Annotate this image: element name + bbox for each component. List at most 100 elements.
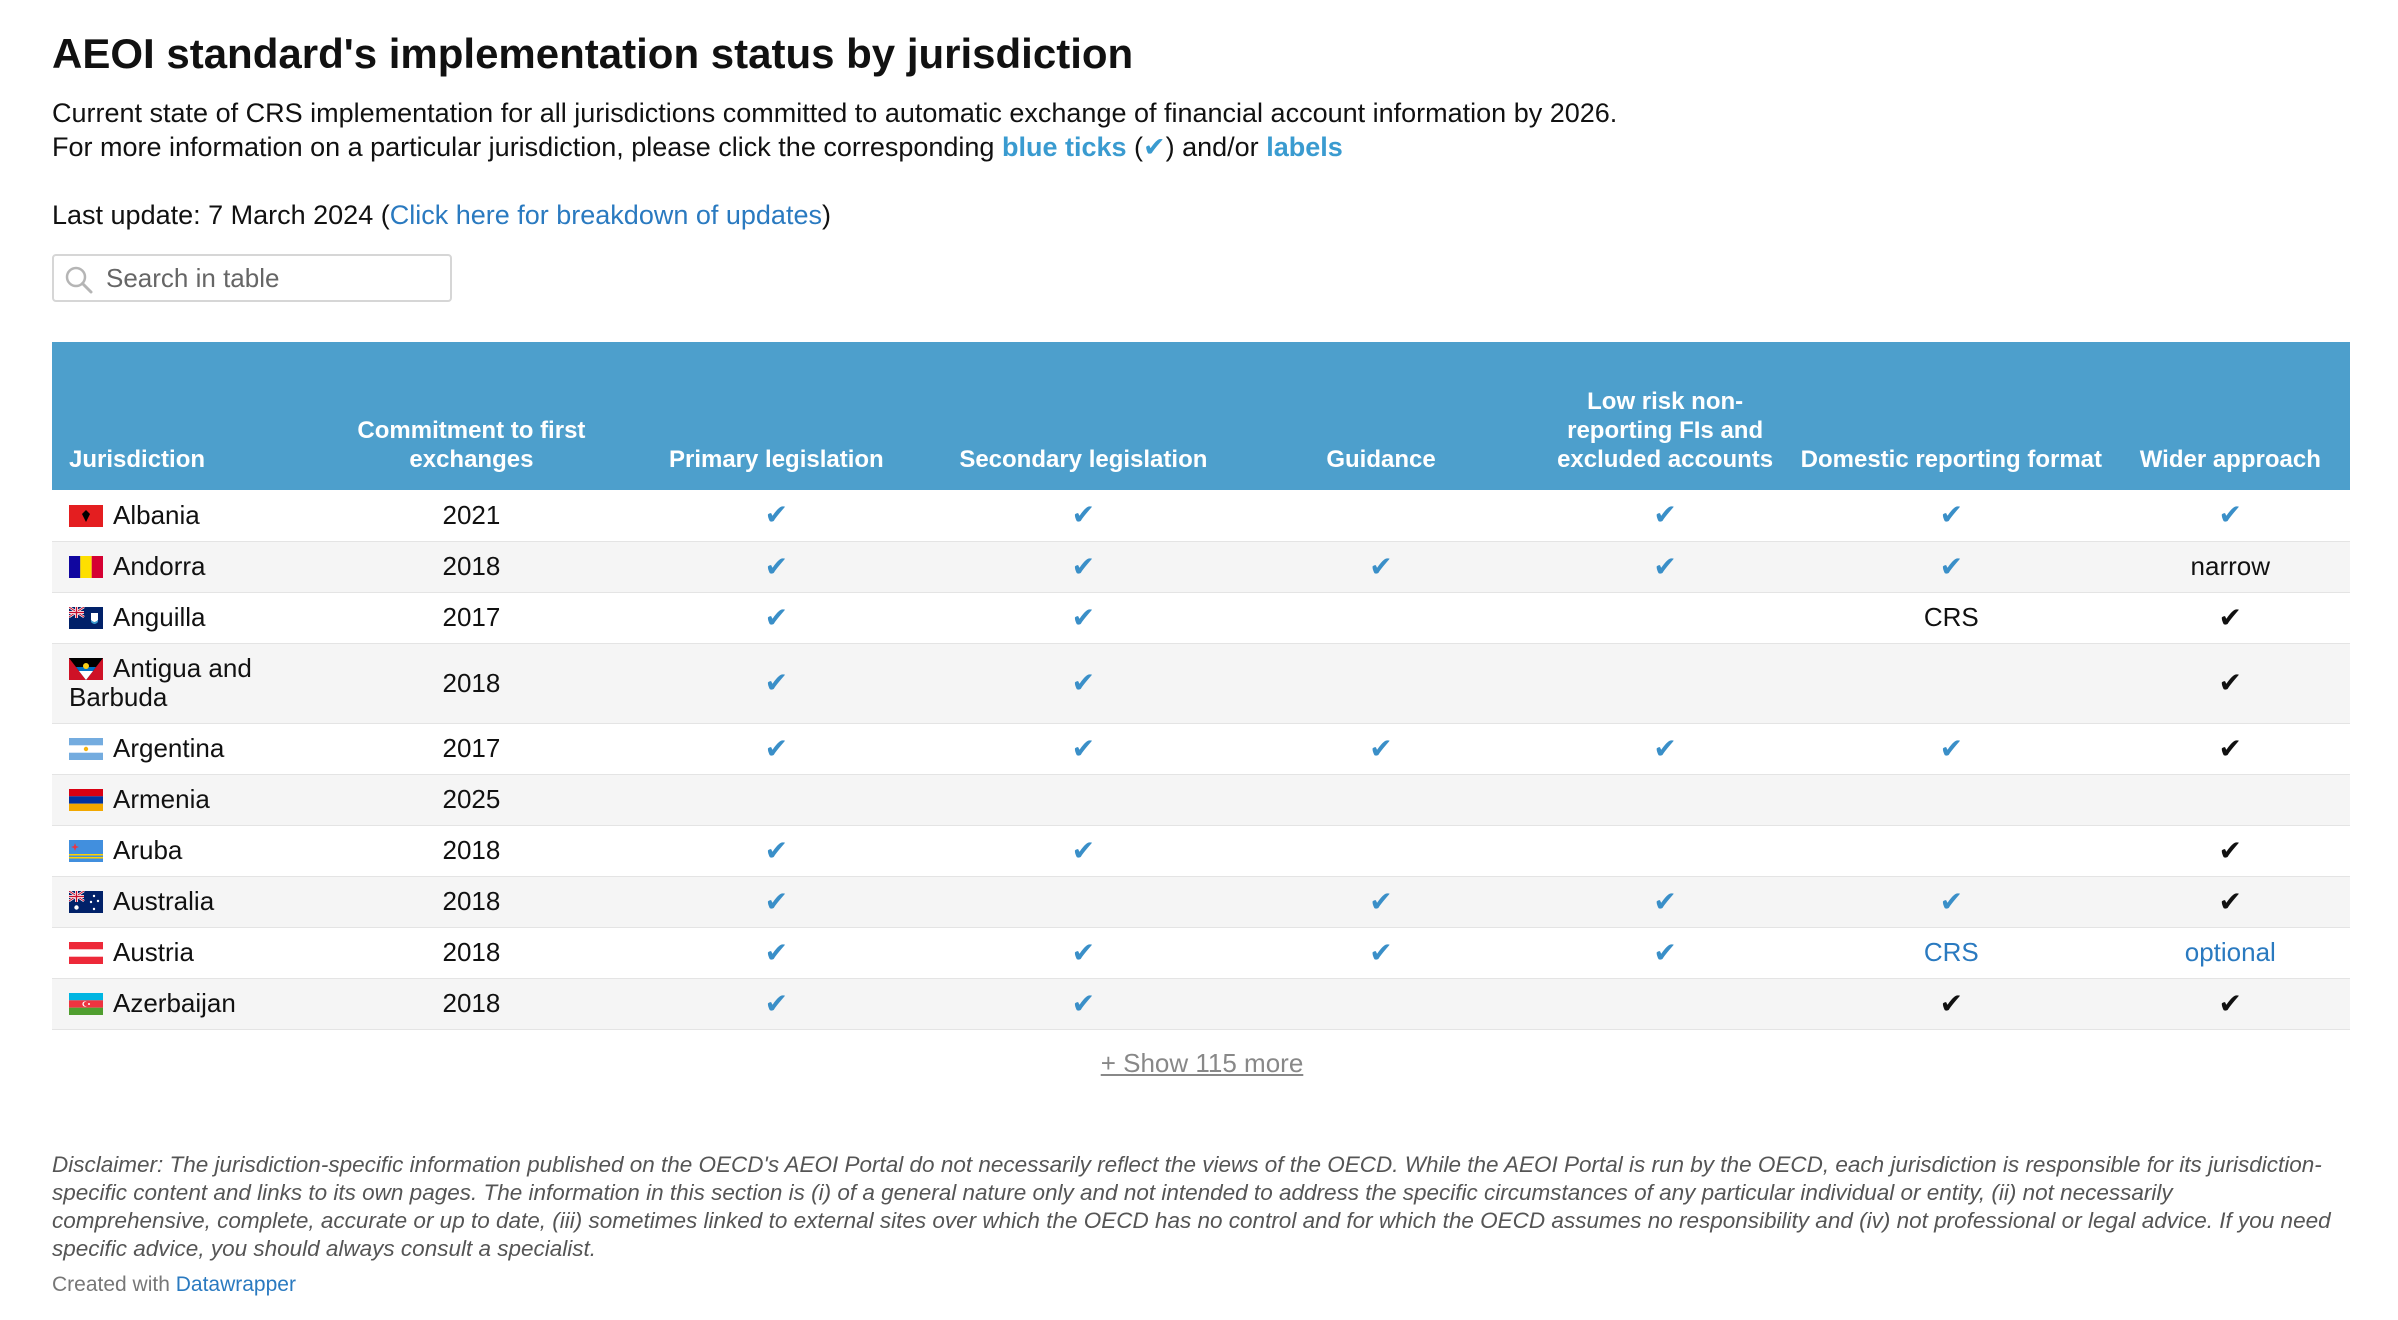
description-line-1: Current state of CRS implementation for …: [52, 98, 1618, 128]
search-input[interactable]: [106, 256, 436, 300]
blue-check-icon[interactable]: ✔: [1653, 885, 1677, 917]
andorra-flag-icon: [69, 556, 103, 578]
cell-secondary-legislation: [943, 774, 1224, 825]
datawrapper-link[interactable]: Datawrapper: [175, 1272, 296, 1296]
blue-check-icon[interactable]: ✔: [764, 936, 789, 968]
blue-check-icon[interactable]: ✔: [1653, 550, 1677, 582]
header-low-risk[interactable]: Low risk non-reporting FIs and excluded …: [1557, 388, 1774, 473]
table-row: Antigua and Barbuda 2018 ✔ ✔ ✔: [52, 643, 2350, 723]
cell-commitment: 2018: [442, 988, 501, 1018]
updates-breakdown-link[interactable]: Click here for breakdown of updates: [389, 200, 822, 230]
blue-check-icon[interactable]: ✔: [1369, 936, 1393, 968]
cell-commitment: 2025: [442, 784, 501, 814]
blue-check-icon[interactable]: ✔: [1071, 499, 1096, 531]
blue-check-icon[interactable]: ✔: [764, 667, 789, 698]
blue-check-icon[interactable]: ✔: [1369, 732, 1393, 764]
cell-guidance: ✔: [1224, 927, 1538, 978]
cell-secondary-legislation: ✔: [943, 825, 1224, 876]
blue-check-icon[interactable]: ✔: [1939, 885, 1964, 917]
cell-secondary-legislation: [943, 876, 1224, 927]
search-box[interactable]: [52, 254, 452, 302]
cell-domestic-reporting: [1792, 643, 2110, 723]
cell-jurisdiction: Australia: [52, 876, 333, 927]
argentina-flag-icon: [69, 738, 103, 760]
cell-primary-legislation: ✔: [610, 825, 943, 876]
table-row: Armenia 2025: [52, 774, 2350, 825]
blue-check-icon[interactable]: ✔: [764, 834, 789, 866]
blue-check-icon[interactable]: ✔: [764, 987, 789, 1019]
table-row: Andorra 2018 ✔ ✔ ✔ ✔ ✔ narrow: [52, 541, 2350, 592]
cell-jurisdiction: Austria: [52, 927, 333, 978]
jurisdiction-name[interactable]: Andorra: [113, 551, 206, 581]
blue-check-icon[interactable]: ✔: [1071, 987, 1096, 1019]
blue-check-icon[interactable]: ✔: [1071, 550, 1096, 582]
cell-guidance: [1224, 774, 1538, 825]
jurisdiction-name[interactable]: Australia: [113, 886, 215, 916]
cell-wider-approach: ✔: [2111, 592, 2350, 643]
jurisdiction-name[interactable]: Albania: [113, 499, 200, 530]
cell-secondary-legislation: ✔: [943, 643, 1224, 723]
jurisdiction-name[interactable]: Armenia: [113, 784, 210, 814]
cell-domestic-reporting: CRS: [1792, 592, 2110, 643]
armenia-flag-icon: [69, 789, 103, 811]
cell-jurisdiction: Andorra: [52, 541, 333, 592]
cell-wider-approach: [2111, 774, 2350, 825]
wider-link[interactable]: optional: [2184, 937, 2276, 967]
blue-check-icon[interactable]: ✔: [1939, 499, 1964, 531]
show-more-button[interactable]: + Show 115 more: [1100, 1047, 1304, 1078]
header-domestic-reporting[interactable]: Domestic reporting format: [1800, 446, 2103, 473]
blue-check-icon[interactable]: ✔: [1071, 936, 1096, 968]
header-primary-legislation[interactable]: Primary legislation: [668, 446, 884, 473]
blue-check-icon[interactable]: ✔: [1071, 834, 1096, 866]
jurisdiction-name[interactable]: Azerbaijan: [113, 988, 236, 1018]
table-row: Australia 2018 ✔ ✔ ✔ ✔ ✔: [52, 876, 2350, 927]
blue-check-icon[interactable]: ✔: [764, 601, 789, 633]
blue-check-icon[interactable]: ✔: [764, 550, 789, 582]
blue-check-icon[interactable]: ✔: [1939, 550, 1964, 582]
cell-low-risk: [1538, 592, 1792, 643]
jurisdiction-name[interactable]: Aruba: [113, 835, 183, 865]
jurisdiction-name[interactable]: Argentina: [113, 733, 225, 763]
header-secondary-legislation[interactable]: Secondary legislation: [959, 446, 1208, 473]
blue-check-icon[interactable]: ✔: [764, 499, 789, 531]
description: Current state of CRS implementation for …: [52, 96, 2352, 164]
header-guidance[interactable]: Guidance: [1326, 446, 1436, 473]
blue-check-icon[interactable]: ✔: [764, 885, 789, 917]
cell-wider-approach: ✔: [2111, 876, 2350, 927]
blue-check-icon[interactable]: ✔: [1071, 667, 1096, 698]
header-jurisdiction[interactable]: Jurisdiction: [69, 446, 206, 473]
cell-secondary-legislation: ✔: [943, 723, 1224, 774]
jurisdiction-name[interactable]: Austria: [113, 937, 194, 967]
cell-jurisdiction: Argentina: [52, 723, 333, 774]
blue-ticks-label: blue ticks: [1001, 132, 1127, 162]
cell-jurisdiction: Azerbaijan: [52, 978, 333, 1029]
jurisdiction-name[interactable]: Anguilla: [113, 602, 206, 632]
cell-low-risk: [1538, 774, 1792, 825]
blue-check-icon[interactable]: ✔: [1369, 885, 1393, 917]
jurisdiction-name[interactable]: Antigua and Barbuda: [69, 653, 252, 712]
header-commitment[interactable]: Commitment to first exchanges: [357, 417, 586, 473]
blue-check-icon[interactable]: ✔: [1071, 732, 1096, 764]
blue-check-icon[interactable]: ✔: [1653, 499, 1677, 531]
blue-check-icon[interactable]: ✔: [1939, 732, 1964, 764]
blue-check-icon[interactable]: ✔: [1071, 601, 1096, 633]
blue-check-icon[interactable]: ✔: [1653, 732, 1677, 764]
blue-check-icon[interactable]: ✔: [1653, 936, 1677, 968]
labels-label: labels: [1266, 132, 1343, 162]
cell-guidance: ✔: [1224, 541, 1538, 592]
cell-jurisdiction: Armenia: [52, 774, 333, 825]
cell-low-risk: [1538, 825, 1792, 876]
blue-check-icon[interactable]: ✔: [2218, 499, 2243, 531]
black-check-icon: ✔: [2218, 601, 2243, 633]
cell-domestic-reporting: ✔: [1792, 723, 2110, 774]
blue-check-icon[interactable]: ✔: [764, 732, 789, 764]
cell-guidance: [1224, 825, 1538, 876]
cell-wider-approach: ✔: [2111, 825, 2350, 876]
domestic-link[interactable]: CRS: [1923, 937, 1979, 967]
tick-icon: ✔: [1143, 132, 1166, 162]
cell-low-risk: ✔: [1538, 723, 1792, 774]
cell-domestic-reporting: ✔: [1792, 490, 2110, 541]
header-wider-approach[interactable]: Wider approach: [2139, 446, 2321, 473]
table-row: Azerbaijan 2018 ✔ ✔ ✔ ✔: [52, 978, 2350, 1029]
blue-check-icon[interactable]: ✔: [1369, 550, 1393, 582]
